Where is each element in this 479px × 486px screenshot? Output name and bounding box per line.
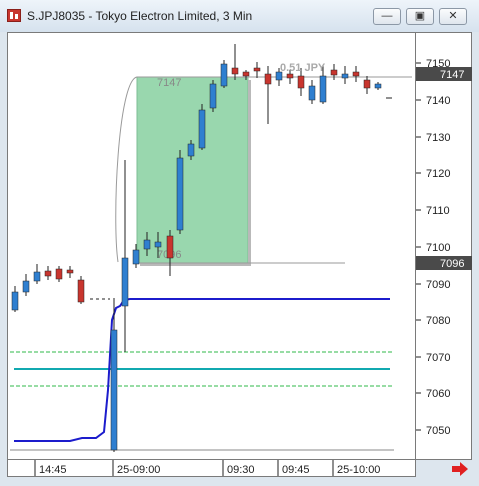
candle <box>209 83 217 109</box>
candle <box>330 69 338 76</box>
chart-app-icon <box>7 9 21 22</box>
time-label: 25-09:00 <box>117 464 160 476</box>
box-top-label: 7147 <box>157 77 181 89</box>
candles <box>11 44 392 452</box>
lower-price-badge-text: 7096 <box>440 258 464 270</box>
lower-price-badge <box>416 256 472 270</box>
candle <box>264 73 272 85</box>
title-bar: S.JPJ8035 - Tokyo Electron Limited, 3 Mi… <box>0 0 479 32</box>
candle <box>341 73 349 79</box>
price-tick: 7130 <box>426 132 450 144</box>
candle <box>187 143 195 157</box>
candle <box>308 85 316 101</box>
candle <box>143 239 151 250</box>
time-axis[interactable] <box>7 460 416 477</box>
candle <box>11 291 19 311</box>
range-box-shadow <box>248 80 251 266</box>
pnl-text: 0.51 JPY <box>280 62 326 74</box>
price-tick: 7120 <box>426 168 450 180</box>
candle <box>198 109 206 149</box>
time-label: 09:45 <box>282 464 310 476</box>
candle <box>297 75 305 89</box>
candle <box>33 271 41 282</box>
candle <box>44 270 52 277</box>
candle <box>253 67 261 72</box>
price-tick: 7110 <box>426 205 450 217</box>
candle <box>242 71 250 77</box>
candle <box>220 63 228 87</box>
right-arrow-icon[interactable] <box>452 462 468 476</box>
candle <box>66 269 74 274</box>
candle <box>319 75 327 103</box>
price-axis[interactable] <box>416 32 472 460</box>
range-box[interactable] <box>136 76 249 264</box>
time-label: 25-10:00 <box>337 464 380 476</box>
candle <box>77 279 85 303</box>
price-tick: 7060 <box>426 388 450 400</box>
price-ticks: 7150 7140 7130 7120 7110 7100 7090 7080 … <box>416 58 450 437</box>
candle <box>110 329 118 451</box>
price-tick: 7090 <box>426 279 450 291</box>
candle <box>55 268 63 280</box>
candle <box>231 67 239 75</box>
restore-button[interactable]: ▣ <box>406 8 434 25</box>
current-price-badge <box>416 67 472 81</box>
candle <box>374 83 382 89</box>
curve-line <box>115 76 138 263</box>
price-tick: 7100 <box>426 242 450 254</box>
candle <box>121 257 129 307</box>
time-label: 09:30 <box>227 464 255 476</box>
minimize-button[interactable]: — <box>373 8 401 25</box>
candle <box>275 71 283 81</box>
candle <box>132 249 140 265</box>
candle <box>352 71 360 77</box>
price-tick: 7080 <box>426 315 450 327</box>
price-tick: 7140 <box>426 95 450 107</box>
price-tick: 7070 <box>426 352 450 364</box>
candle <box>22 280 30 293</box>
candle <box>286 73 294 79</box>
price-tick: 7050 <box>426 425 450 437</box>
current-price-badge-text: 7147 <box>440 69 464 81</box>
candle <box>166 235 174 259</box>
range-box-shadow-bottom <box>140 263 251 266</box>
candle <box>154 241 162 248</box>
candle <box>363 79 371 89</box>
window-title: S.JPJ8035 - Tokyo Electron Limited, 3 Mi… <box>27 9 253 23</box>
time-labels: 14:45 25-09:00 09:30 09:45 25-10:00 <box>34 460 380 476</box>
time-label: 14:45 <box>39 464 67 476</box>
close-button[interactable]: ✕ <box>439 8 467 25</box>
candle <box>176 157 184 231</box>
